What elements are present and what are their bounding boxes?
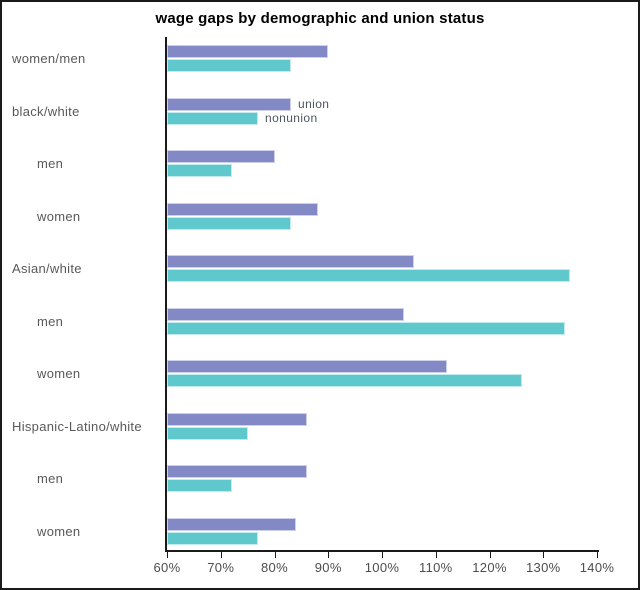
category-label: women [37, 523, 81, 539]
legend-nonunion-label: nonunion [265, 111, 318, 125]
bar-union-men [167, 465, 307, 478]
x-axis-tick [489, 552, 491, 558]
x-axis-tick-label: 60% [153, 560, 181, 575]
chart-title: wage gaps by demographic and union statu… [155, 10, 485, 27]
bar-union-women [167, 517, 296, 531]
bar-nonunion-men [167, 164, 232, 177]
x-axis-tick [382, 552, 383, 558]
category-label: women [37, 208, 81, 224]
category-label: men [37, 471, 64, 486]
x-axis-tick [220, 552, 222, 558]
bar-nonunion-women-men [167, 59, 291, 72]
category-label: Asian/white [12, 261, 82, 276]
x-axis-line [165, 550, 599, 552]
bar-union-men [167, 307, 404, 321]
x-axis-tick-label: 70% [207, 560, 235, 575]
category-label: women [37, 366, 81, 381]
x-axis-tick-label: 90% [314, 560, 342, 575]
x-axis-tick-label: 130% [526, 560, 561, 575]
bar-nonunion-Hispanic-Latino-white [167, 426, 248, 440]
x-axis-tick [167, 552, 168, 558]
category-label: black/white [12, 103, 80, 119]
bar-nonunion-women [167, 216, 291, 230]
x-axis-tick-label: 110% [419, 560, 453, 575]
x-axis-tick [274, 552, 276, 558]
legend-union-label: union [298, 97, 330, 111]
category-label: men [37, 313, 64, 329]
x-axis-tick [435, 552, 437, 558]
bar-nonunion-women [167, 531, 259, 545]
x-axis-tick-label: 120% [472, 560, 507, 575]
bar-union-women [167, 202, 318, 216]
bar-union-men [167, 150, 275, 163]
x-axis-tick [597, 552, 598, 558]
x-axis-tick-label: 80% [261, 560, 288, 575]
y-axis-line [165, 37, 167, 551]
bar-nonunion-men [167, 321, 565, 335]
category-label: women/men [12, 51, 86, 66]
bar-nonunion-Asian-white [167, 269, 571, 282]
x-axis-tick [543, 552, 545, 558]
category-label: Hispanic-Latino/white [12, 418, 142, 434]
bar-nonunion-women [167, 374, 522, 387]
bar-union-women-men [167, 45, 329, 58]
x-axis-tick [328, 552, 330, 558]
category-label: men [37, 156, 64, 171]
bar-union-women [167, 360, 447, 373]
bar-union-black-white [167, 97, 291, 111]
x-axis-tick-label: 140% [579, 560, 615, 575]
x-axis-tick-label: 100% [364, 560, 400, 575]
bar-nonunion-black-white [167, 111, 259, 125]
bar-union-Hispanic-Latino-white [167, 412, 307, 426]
bar-nonunion-men [167, 479, 232, 492]
bar-union-Asian-white [167, 255, 415, 268]
